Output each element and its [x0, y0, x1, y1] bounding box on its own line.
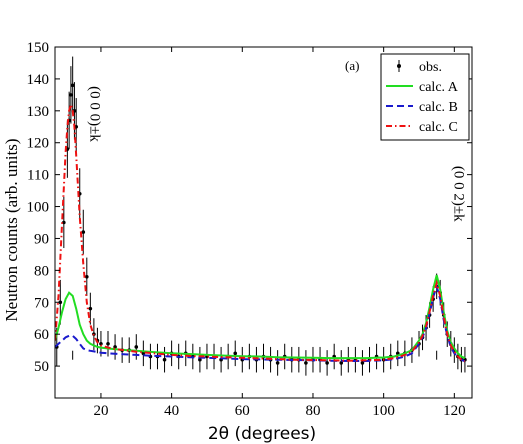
y-tick-label: 130: [27, 104, 50, 120]
y-tick-label: 70: [34, 295, 49, 311]
obs-point: [81, 209, 86, 255]
peak-label: (0 0 2)±k: [451, 166, 467, 222]
legend-entry: calc. C: [386, 120, 458, 135]
x-tick-label: 20: [93, 403, 108, 419]
obs-point: [339, 350, 344, 376]
x-tick-label: 80: [305, 403, 320, 419]
legend-entry: calc. B: [386, 100, 458, 115]
obs-marker: [58, 300, 63, 305]
obs-point: [88, 292, 93, 325]
obs-point: [106, 330, 110, 357]
legend-label: obs.: [419, 60, 442, 75]
obs-marker: [70, 83, 75, 88]
obs-marker: [162, 357, 167, 362]
legend-obs-marker: [397, 64, 401, 68]
obs-marker: [304, 361, 308, 365]
obs-marker: [325, 361, 329, 365]
obs-marker: [275, 361, 280, 365]
obs-marker: [233, 351, 238, 356]
y-tick-label: 120: [27, 136, 50, 152]
obs-point: [304, 350, 308, 376]
x-tick-label: 40: [164, 403, 179, 419]
y-axis-label: Neutron counts (arb. units): [2, 138, 21, 321]
legend-label: calc. C: [419, 120, 458, 135]
obs-marker: [106, 341, 110, 346]
legend-label: calc. A: [419, 80, 459, 95]
y-tick-label: 90: [34, 231, 49, 247]
obs-marker: [85, 274, 89, 279]
x-tick-label: 120: [443, 403, 466, 419]
legend-entry: obs.: [397, 60, 442, 75]
data-layer: [55, 56, 467, 376]
x-tick-label: 100: [372, 403, 395, 419]
peak-label: (0 0 0)±k: [87, 86, 103, 142]
obs-point: [198, 346, 202, 373]
y-tick-label: 80: [34, 263, 49, 279]
plot-area: [55, 56, 467, 376]
x-axis-label: 2θ (degrees): [208, 424, 316, 444]
y-tick-label: 140: [27, 72, 50, 88]
axes: [54, 46, 473, 399]
x-tick-label: 60: [235, 403, 250, 419]
legend-label: calc. B: [419, 100, 458, 115]
obs-marker: [339, 361, 344, 365]
obs-point: [69, 66, 73, 124]
obs-point: [325, 350, 329, 376]
legend-entry: calc. A: [386, 80, 459, 95]
ticks: 20 40 60 80 100 120 50 60 70 80 90 100 110 120 130 140 1…: [27, 40, 472, 419]
y-tick-label: 60: [34, 327, 49, 343]
obs-point: [162, 346, 167, 373]
obs-point: [141, 340, 146, 367]
series-line-1: [55, 274, 466, 360]
annotations: (0 0 0)±k (0 0 2)±k: [72, 86, 467, 360]
obs-point: [233, 340, 238, 367]
obs-point: [70, 56, 75, 115]
obs-marker: [69, 93, 73, 97]
axes-frame: [54, 46, 473, 399]
obs-marker: [88, 306, 93, 311]
y-tick-label: 50: [34, 359, 49, 375]
obs-marker: [198, 357, 202, 362]
obs-point: [85, 257, 89, 296]
y-tick-label: 100: [27, 200, 50, 216]
y-tick-label: 150: [27, 40, 50, 56]
obs-marker: [134, 345, 139, 349]
obs-point: [275, 350, 280, 376]
series-line-3: [55, 100, 466, 363]
legend: obs. calc. A calc. B calc. C: [380, 53, 470, 141]
obs-marker: [81, 230, 86, 234]
y-tick-label: 110: [27, 168, 49, 184]
panel-label: (a): [345, 58, 359, 73]
obs-marker: [141, 351, 146, 356]
